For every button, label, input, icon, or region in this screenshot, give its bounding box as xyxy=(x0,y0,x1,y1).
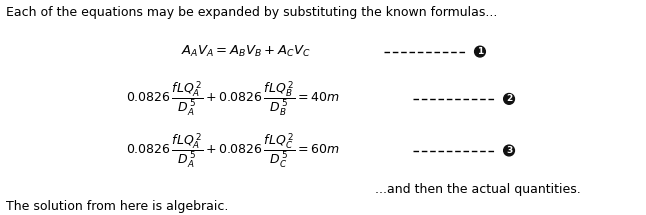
Text: Each of the equations may be expanded by substituting the known formulas...: Each of the equations may be expanded by… xyxy=(6,6,498,19)
Text: 2: 2 xyxy=(506,94,512,103)
Ellipse shape xyxy=(504,94,514,104)
Text: 1: 1 xyxy=(477,47,483,56)
Text: $0.0826\,\dfrac{fLQ_A^{\,2}}{D_A^{\,5}} + 0.0826\,\dfrac{fLQ_B^{\,2}}{D_B^{\,5}}: $0.0826\,\dfrac{fLQ_A^{\,2}}{D_A^{\,5}} … xyxy=(126,80,339,118)
Text: ...and then the actual quantities.: ...and then the actual quantities. xyxy=(375,183,580,196)
Text: The solution from here is algebraic.: The solution from here is algebraic. xyxy=(6,200,229,213)
Text: 3: 3 xyxy=(506,146,512,155)
Ellipse shape xyxy=(504,145,514,156)
Ellipse shape xyxy=(475,46,485,57)
Text: $A_A V_A = A_B V_B + A_C V_C$: $A_A V_A = A_B V_B + A_C V_C$ xyxy=(181,44,310,59)
Text: $0.0826\,\dfrac{fLQ_A^{\,2}}{D_A^{\,5}} + 0.0826\,\dfrac{fLQ_C^{\,2}}{D_C^{\,5}}: $0.0826\,\dfrac{fLQ_A^{\,2}}{D_A^{\,5}} … xyxy=(126,131,339,170)
